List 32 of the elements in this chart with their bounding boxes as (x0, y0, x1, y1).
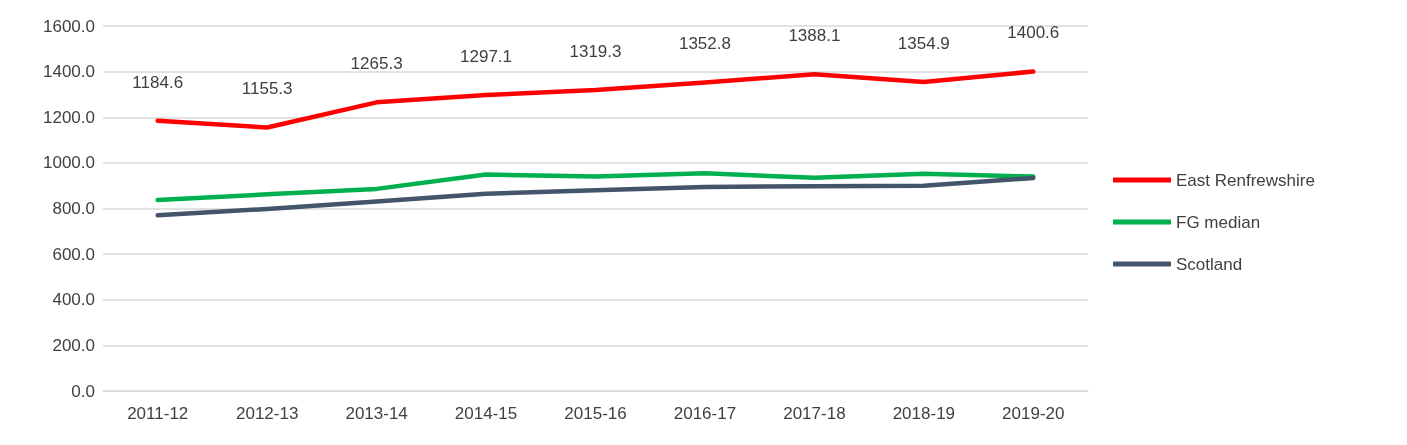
x-tick-label: 2014-15 (454, 404, 518, 423)
y-tick-label: 800.0 (52, 199, 95, 218)
data-label: 1388.1 (788, 26, 841, 46)
x-tick-label: 2011-12 (127, 404, 189, 423)
data-label: 1400.6 (1007, 23, 1060, 43)
line-series (155, 171, 1036, 203)
legend-label: Scotland (1176, 254, 1243, 274)
x-tick-label: 2019-20 (1002, 404, 1065, 423)
x-tick-label: 2013-14 (345, 404, 408, 423)
legend-label: FG median (1176, 212, 1261, 232)
x-tick-label: 2018-19 (892, 404, 956, 423)
y-tick-label: 400.0 (52, 290, 95, 310)
x-tick-label: 2017-18 (783, 404, 846, 423)
data-label: 1352.8 (678, 34, 731, 54)
legend-label: East Renfrewshire (1176, 170, 1315, 190)
data-label: 1184.6 (132, 72, 184, 92)
y-tick-label: 600.0 (52, 244, 95, 264)
data-label: 1354.9 (897, 33, 950, 53)
data-label: 1265.3 (350, 54, 403, 74)
data-label: 1319.3 (569, 42, 622, 62)
data-label: 1155.3 (241, 79, 293, 99)
y-tick-label: 1200.0 (43, 107, 95, 127)
x-tick-label: 2012-13 (235, 404, 299, 423)
y-tick-label: 200.0 (52, 335, 95, 355)
y-tick-label: 1000.0 (43, 153, 95, 173)
x-tick-label: 2015-16 (564, 404, 627, 423)
data-label: 1297.1 (460, 47, 513, 67)
line-series (155, 175, 1036, 218)
x-tick-label: 2016-17 (673, 404, 737, 423)
y-tick-label: 0.0 (71, 381, 95, 401)
y-tick-label: 1600.0 (43, 16, 95, 36)
y-tick-label: 1400.0 (43, 62, 95, 82)
